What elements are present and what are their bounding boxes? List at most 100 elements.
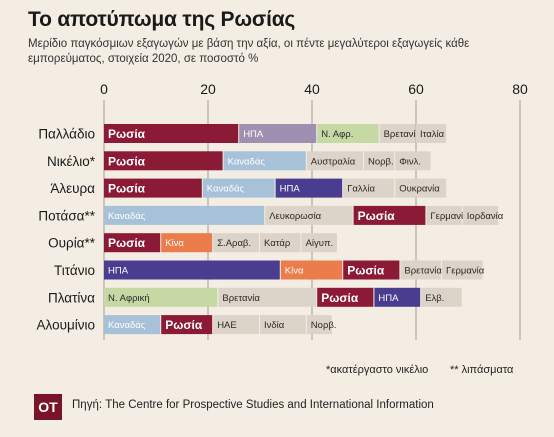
segment-label: Ινδία	[264, 320, 285, 331]
bar-segment	[104, 233, 161, 253]
x-tick-label: 0	[100, 81, 108, 97]
bar-segment	[104, 151, 223, 171]
segment-label: Ιταλία	[420, 129, 445, 140]
segment-label: Ρωσία	[108, 154, 146, 168]
segment-label: Ρωσία	[108, 236, 146, 250]
row-label: Τιτάνιο	[54, 263, 95, 278]
page-title: Το αποτύπωμα της Ρωσίας	[28, 8, 296, 31]
x-tick-label: 80	[512, 81, 528, 97]
segment-label: Ν. Αφρ.	[321, 129, 353, 140]
bar-segment	[260, 233, 301, 253]
segment-label: Ελβ.	[425, 293, 444, 304]
segment-label: Αυστραλία	[311, 156, 356, 167]
segment-label: Ν. Αφρική	[108, 293, 150, 304]
x-tick-label: 20	[200, 81, 216, 97]
bar-segment	[395, 178, 447, 198]
segment-label: Βρετανία	[222, 293, 260, 304]
segment-label: Καναδάς	[108, 211, 146, 222]
footnote-nickel: *ακατέργαστο νικέλιο	[326, 364, 429, 376]
bar-segment	[306, 151, 363, 171]
bar-segment	[343, 260, 400, 280]
segment-label: Φινλ.	[399, 156, 421, 167]
segment-label: Σ.Αραβ.	[217, 238, 251, 249]
segment-label: Αίγυπ.	[306, 238, 334, 249]
bar-segment	[353, 205, 426, 225]
row-label: Αλουμίνιο	[37, 318, 95, 333]
bar-segment	[317, 287, 374, 307]
x-tick-label: 40	[304, 81, 320, 97]
bar-segment	[265, 205, 353, 225]
bar-segment	[317, 124, 379, 143]
bar-segment	[161, 233, 213, 253]
bar-segment	[104, 124, 239, 143]
segment-label: Καναδάς	[207, 184, 245, 195]
row-label: Άλευρα	[50, 181, 95, 196]
segment-label: Κίνα	[165, 238, 184, 249]
chart-subtitle: Μερίδιο παγκόσμιων εξαγωγών με βάση την …	[28, 38, 470, 65]
bar-segment	[421, 287, 462, 307]
row-label: Νικέλιο*	[47, 154, 96, 169]
segment-label: ΗΠΑ	[243, 129, 264, 140]
segment-label: Γερμανία	[430, 211, 469, 222]
row-label: Ουρία**	[48, 236, 96, 251]
row-label: Παλλάδιο	[38, 127, 95, 142]
bar-segment	[374, 287, 421, 307]
segment-label: Κίνα	[285, 266, 304, 277]
bar-segment	[400, 260, 441, 280]
bar-segment	[218, 287, 317, 307]
segment-label: ΗΠΑ	[280, 184, 301, 195]
bar-segment	[239, 124, 317, 143]
bar-segment	[223, 151, 306, 171]
bar-segment	[379, 124, 415, 143]
segment-label: Καναδάς	[228, 156, 266, 167]
bar-segment	[462, 205, 499, 225]
segment-label: ΗΠΑ	[108, 266, 129, 277]
segment-label: ΗΑΕ	[217, 320, 237, 331]
bar-segment	[301, 233, 337, 253]
segment-label: Ρωσία	[347, 264, 385, 278]
bar-segment	[306, 315, 332, 335]
row-label: Πλατίνα	[48, 290, 95, 305]
segment-label: Ρωσία	[321, 291, 359, 305]
source-text: Πηγή: The Centre for Prospective Studies…	[72, 399, 434, 411]
segment-label: Γαλλία	[347, 184, 375, 195]
bar-segment	[275, 178, 343, 198]
bar-segment	[280, 260, 343, 280]
row-label: Ποτάσα**	[38, 208, 95, 223]
bar-segment	[364, 151, 395, 171]
bar-segment	[104, 315, 161, 335]
bar-segment	[213, 315, 259, 335]
segment-label: Νορβ.	[311, 320, 337, 331]
footnote-fertilizer: ** λιπάσματα	[450, 364, 514, 376]
bar-segment	[442, 260, 483, 280]
segment-label: Νορβ.	[368, 156, 394, 167]
segment-label: Ρωσία	[108, 182, 146, 196]
segment-label: Λευκορωσία	[269, 211, 321, 222]
bar-segment	[395, 151, 431, 171]
bar-segment	[104, 178, 202, 198]
bar-segment	[416, 124, 447, 143]
bar-segment	[202, 178, 275, 198]
segment-label: Βρετανία	[384, 129, 422, 140]
segment-label: Καναδάς	[108, 320, 146, 331]
bar-segment	[213, 233, 259, 253]
segment-label: Γερμανία	[446, 266, 485, 277]
segment-label: Ρωσία	[358, 209, 396, 223]
segment-label: Ρωσία	[108, 127, 146, 141]
bar-segment	[260, 315, 306, 335]
ot-logo: ΟΤ	[34, 394, 62, 420]
segment-label: Κατάρ	[264, 238, 291, 249]
bar-segment	[104, 260, 280, 280]
bar-segment	[343, 178, 395, 198]
segment-label: Ιορδανία	[467, 211, 504, 222]
bar-segment	[104, 205, 265, 225]
segment-label: Βρετανία	[404, 266, 442, 277]
bar-segment	[104, 287, 218, 307]
bar-segment	[161, 315, 213, 335]
segment-label: Ρωσία	[165, 318, 203, 332]
segment-label: ΗΠΑ	[378, 293, 399, 304]
x-tick-label: 60	[408, 81, 424, 97]
segment-label: Ουκρανία	[399, 184, 440, 195]
bar-segment	[426, 205, 462, 225]
